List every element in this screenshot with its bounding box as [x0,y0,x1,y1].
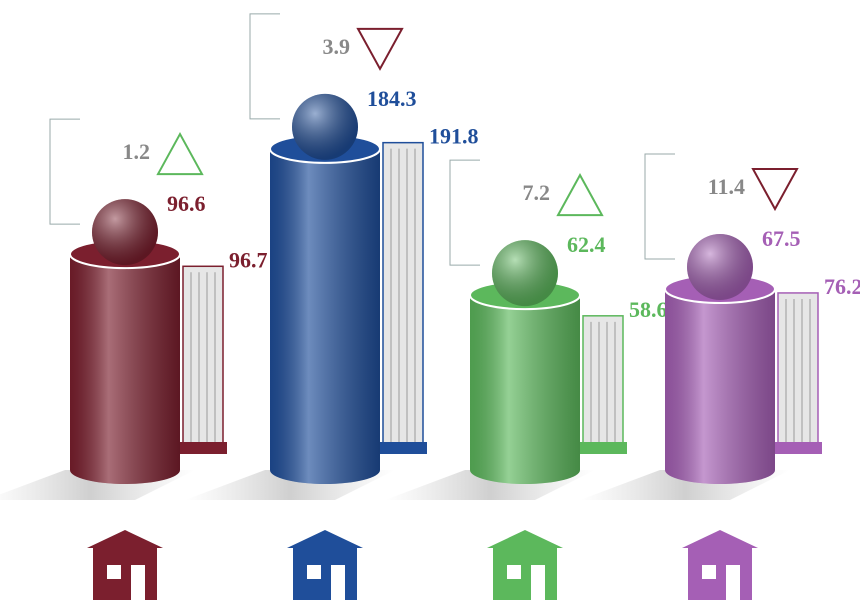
bracket [644,153,675,260]
building [182,265,224,453]
change-value: 7.2 [523,180,551,205]
bracket [449,159,480,266]
icon-roof [287,530,363,548]
change-triangle [156,132,204,176]
icon-window [107,565,121,579]
cylinder-value: 96.6 [167,191,206,216]
building-base [579,442,627,454]
icon-window [702,565,716,579]
change-value: 11.4 [708,174,745,199]
cylinder-value: 62.4 [567,232,606,257]
bracket [249,13,280,120]
cylinder-shine [70,254,180,484]
sphere-shine [292,93,358,160]
icon-door [531,565,545,600]
building [382,141,424,453]
icon-roof [87,530,163,548]
change-value: 1.2 [123,139,151,164]
icon-roof [487,530,563,548]
building-value: 58.6 [629,297,668,322]
building-value: 96.7 [229,247,268,272]
cylinder-value: 184.3 [367,86,417,111]
change-triangle [751,168,799,212]
building-base [379,442,427,454]
icon-window [507,565,521,579]
change-triangle [556,173,604,217]
cylinder-shine [470,295,580,484]
change-value: 3.9 [323,34,351,59]
building-value: 76.2 [824,274,860,299]
cylinder-shine [270,148,380,484]
building-value: 191.8 [429,124,479,149]
sphere-shine [687,234,753,300]
building-base [179,442,227,454]
building-base [774,442,822,454]
icon-door [131,565,145,600]
icon [93,548,157,600]
building [777,292,819,453]
icon-door [726,565,740,600]
sphere-shine [492,240,558,307]
icon [688,548,752,600]
cylinder-value: 67.5 [762,226,801,251]
icon [293,548,357,600]
change-triangle [356,27,404,71]
icon-roof [682,530,758,548]
building [582,315,624,453]
cylinder-shine [665,289,775,484]
icon [493,548,557,600]
bracket [49,118,80,225]
sphere-shine [92,199,158,266]
icon-door [331,565,345,600]
icon-window [307,565,321,579]
